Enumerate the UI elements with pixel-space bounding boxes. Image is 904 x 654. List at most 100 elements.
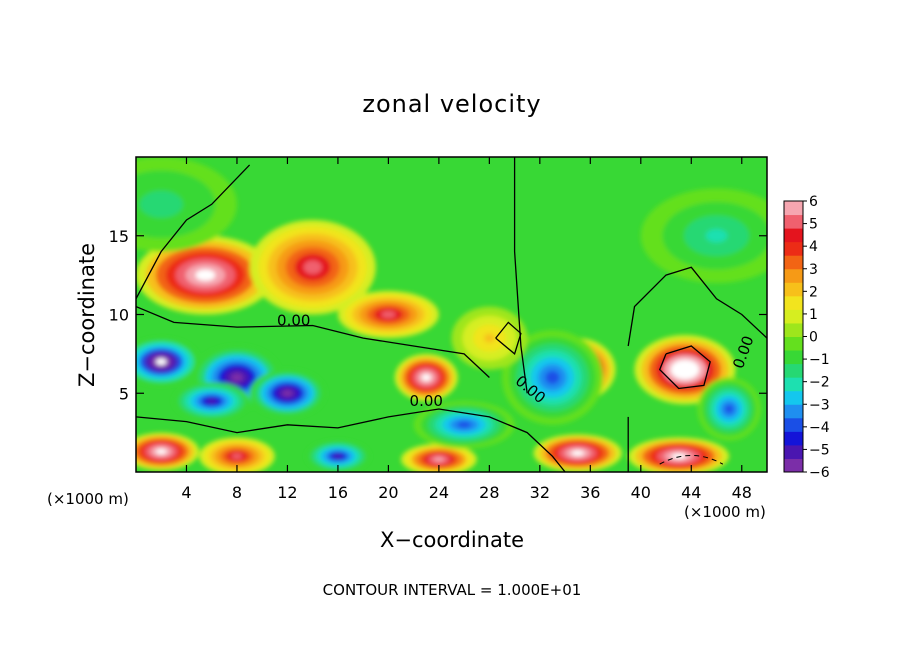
- colorbar-tick-label: 4: [809, 239, 818, 255]
- velocity-anomaly: [337, 290, 439, 339]
- anomaly-ring: [483, 333, 495, 343]
- contour-line: [136, 408, 566, 472]
- anomaly-ring: [456, 421, 472, 429]
- velocity-anomaly: [136, 432, 200, 471]
- x-tick-label: 36: [580, 483, 600, 502]
- colorbar-swatch: [784, 295, 803, 310]
- colorbar-swatch: [784, 377, 803, 392]
- x-tick-label: 44: [681, 483, 701, 502]
- y-axis-label: Z−coordinate: [75, 243, 99, 387]
- x-unit-left: (×1000 m): [47, 490, 129, 508]
- x-tick-label: 12: [277, 483, 297, 502]
- colorbar-swatch: [784, 282, 803, 297]
- x-tick-label: 8: [232, 483, 242, 502]
- colorbar-tick-label: 6: [809, 194, 818, 210]
- x-axis-label: X−coordinate: [380, 528, 524, 552]
- anomaly-ring: [545, 370, 560, 385]
- velocity-anomaly: [413, 401, 515, 449]
- velocity-anomaly: [697, 377, 761, 441]
- x-tick-label: 4: [181, 483, 191, 502]
- x-axis-ticks: 4 8 12 16 20 24 28 32 36 40 44 48: [181, 157, 752, 502]
- colorbar-swatch: [784, 268, 803, 283]
- colorbar-swatch: [784, 228, 803, 243]
- colorbar-swatch: [784, 214, 803, 229]
- colorbar-tick-label: −1: [809, 352, 830, 368]
- x-tick-label: 48: [732, 483, 752, 502]
- x-tick-label: 40: [631, 483, 651, 502]
- colorbar-swatch: [784, 390, 803, 405]
- colorbar-swatch: [784, 336, 803, 351]
- velocity-anomaly: [306, 440, 370, 472]
- anomaly-ring: [155, 448, 167, 455]
- anomaly-ring: [421, 374, 431, 381]
- colorbar-swatch: [784, 363, 803, 378]
- contour-interval-note: CONTOUR INTERVAL = 1.000E+01: [323, 581, 582, 599]
- colorbar-swatch: [784, 404, 803, 419]
- contour-line: [658, 345, 711, 390]
- colorbar-tick-label: −3: [809, 397, 830, 413]
- anomaly-ring: [333, 454, 343, 459]
- anomaly-ring: [155, 358, 167, 366]
- y-tick-label: 5: [119, 384, 129, 403]
- colorbar-swatch: [784, 350, 803, 365]
- velocity-anomaly: [249, 220, 376, 315]
- y-tick-label: 10: [109, 306, 129, 325]
- velocity-anomaly: [249, 369, 326, 417]
- colorbar-swatch: [784, 417, 803, 432]
- velocity-anomaly: [451, 306, 528, 370]
- anomaly-ring: [705, 229, 728, 243]
- y-axis-ticks: 5 10 15: [109, 227, 767, 403]
- anomaly-ring: [433, 457, 445, 462]
- y-tick-label: 15: [109, 227, 129, 246]
- anomaly-ring: [571, 450, 585, 456]
- x-unit-right: (×1000 m): [684, 503, 766, 521]
- zero-contour-lines: [136, 157, 767, 472]
- colorbar-swatch: [784, 444, 803, 459]
- x-tick-label: 24: [429, 483, 449, 502]
- anomaly-ring: [677, 364, 693, 375]
- x-tick-label: 32: [530, 483, 550, 502]
- contour-line: [627, 266, 767, 347]
- colorbar-swatch: [784, 431, 803, 446]
- velocity-anomaly: [640, 188, 767, 283]
- anomaly-ring: [282, 389, 293, 397]
- colorbar-tick-label: −5: [809, 442, 830, 458]
- velocity-anomaly: [199, 437, 275, 472]
- x-tick-label: 20: [378, 483, 398, 502]
- colorbar-swatch: [784, 322, 803, 337]
- velocity-anomaly: [394, 353, 458, 402]
- velocity-field: [136, 157, 767, 472]
- velocity-anomaly: [533, 434, 622, 472]
- contour-line: [136, 164, 251, 300]
- colorbar-tick-label: 0: [809, 330, 818, 346]
- anomaly-ring: [671, 453, 686, 459]
- velocity-anomaly: [136, 338, 200, 386]
- anomaly-ring: [195, 269, 216, 281]
- colorbar-tick-label: 5: [809, 217, 818, 233]
- anomaly-ring: [231, 453, 243, 459]
- colorbar-tick-label: 1: [809, 307, 818, 323]
- chart-title: zonal velocity: [362, 90, 541, 118]
- contour-line: [513, 157, 528, 394]
- velocity-anomaly: [173, 382, 250, 421]
- colorbar-swatch: [784, 255, 803, 270]
- colorbar-swatch: [784, 201, 803, 216]
- contour-line: [136, 306, 490, 378]
- velocity-anomaly: [501, 330, 603, 425]
- anomaly-ring: [303, 260, 322, 274]
- colorbar-swatch: [784, 309, 803, 324]
- velocity-anomaly: [628, 437, 730, 472]
- colorbar-swatch: [784, 458, 803, 473]
- x-tick-label: 16: [328, 483, 348, 502]
- contour-label: 0.00: [277, 312, 310, 330]
- x-tick-label: 28: [479, 483, 499, 502]
- colorbar-tick-label: 3: [809, 262, 818, 278]
- anomaly-ring: [724, 404, 734, 414]
- colorbar: 6 5 4 3 2 1 0 −1 −2 −3 −4 −5 −6: [783, 194, 830, 481]
- colorbar-tick-label: −4: [809, 420, 830, 436]
- colorbar-tick-label: −2: [809, 375, 830, 391]
- anomaly-ring: [381, 311, 396, 318]
- velocity-anomaly: [401, 443, 477, 472]
- anomaly-ring: [230, 373, 244, 382]
